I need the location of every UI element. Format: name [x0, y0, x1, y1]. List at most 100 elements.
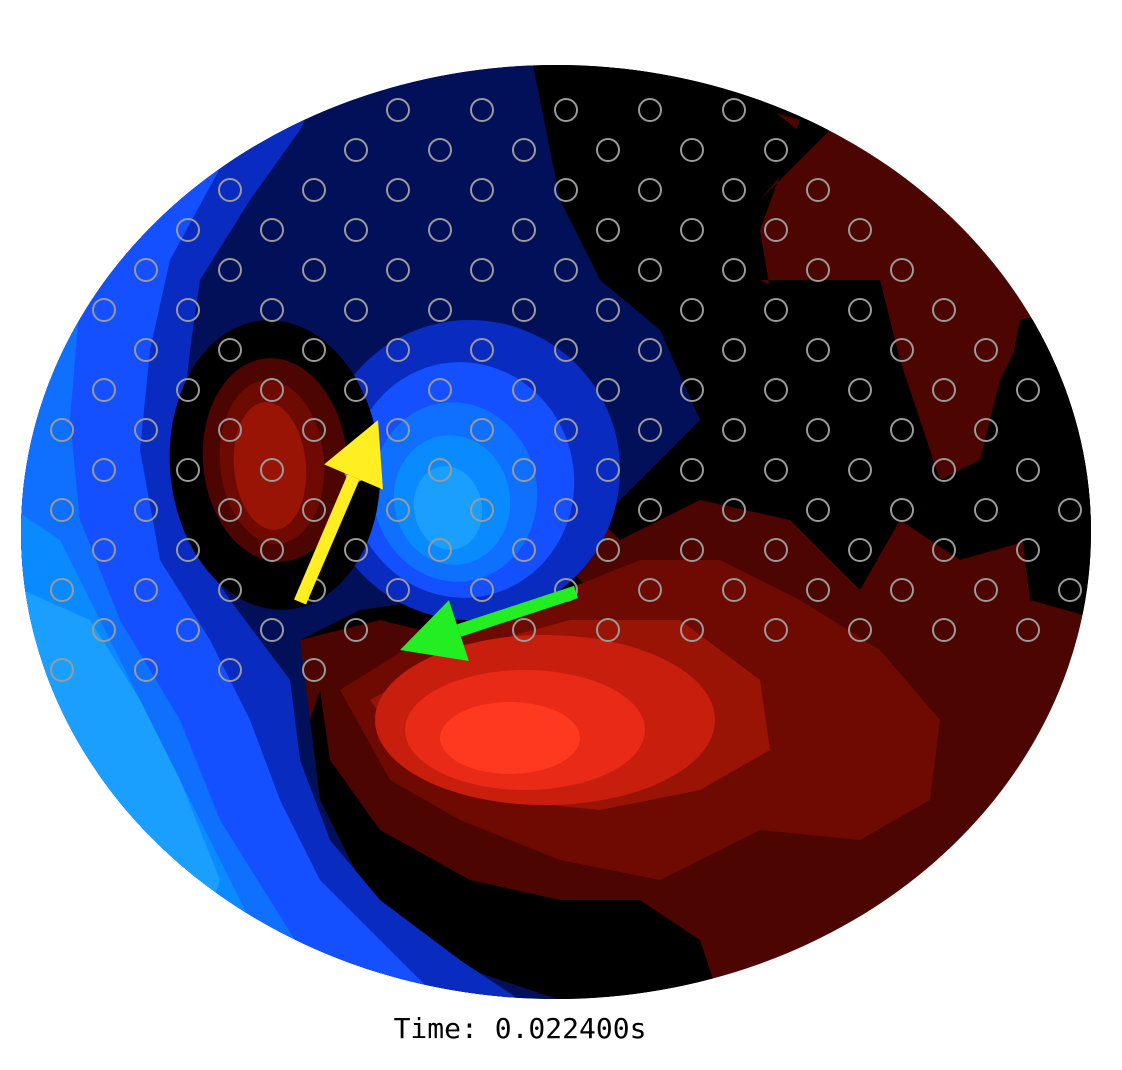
sensor-marker	[722, 338, 746, 362]
sensor-marker	[554, 98, 578, 122]
contour-zero-upper	[520, 65, 1091, 560]
sensor-marker	[428, 538, 452, 562]
sensor-marker	[512, 138, 536, 162]
sensor-marker	[554, 178, 578, 202]
contour-leftpole-pos-3	[233, 402, 307, 530]
sensor-marker	[218, 418, 242, 442]
sensor-marker	[386, 578, 410, 602]
sensor-marker	[806, 258, 830, 282]
sensor-marker	[512, 378, 536, 402]
sensor-marker	[260, 618, 284, 642]
sensor-marker	[974, 338, 998, 362]
sensor-marker	[638, 98, 662, 122]
sensor-marker	[302, 658, 326, 682]
sensor-marker	[512, 458, 536, 482]
sensor-marker	[722, 258, 746, 282]
sensor-marker	[428, 218, 452, 242]
sensor-marker	[638, 258, 662, 282]
sensor-marker	[470, 338, 494, 362]
sensor-marker	[386, 98, 410, 122]
sensor-marker	[260, 378, 284, 402]
sensor-marker	[260, 298, 284, 322]
sensor-marker	[344, 298, 368, 322]
sensor-marker	[848, 458, 872, 482]
sensor-marker	[806, 418, 830, 442]
sensor-marker	[1016, 618, 1040, 642]
sensor-marker	[92, 378, 116, 402]
sensor-marker	[302, 258, 326, 282]
sensor-marker	[218, 498, 242, 522]
sensor-marker	[1016, 458, 1040, 482]
sensor-marker	[428, 458, 452, 482]
sensor-marker	[134, 258, 158, 282]
sensor-marker	[428, 138, 452, 162]
sensor-marker	[344, 138, 368, 162]
sensor-marker	[92, 618, 116, 642]
sensor-marker	[764, 298, 788, 322]
sensor-marker	[302, 418, 326, 442]
sensor-marker	[470, 258, 494, 282]
sensor-marker	[554, 498, 578, 522]
sensor-marker	[50, 498, 74, 522]
sensor-marker	[134, 498, 158, 522]
sensor-marker	[806, 178, 830, 202]
sensor-marker	[806, 578, 830, 602]
sensor-marker	[890, 418, 914, 442]
sensor-marker	[344, 618, 368, 642]
sensor-marker	[344, 538, 368, 562]
sensor-marker	[764, 538, 788, 562]
sensor-marker	[386, 418, 410, 442]
sensor-marker	[974, 578, 998, 602]
sensor-marker	[932, 538, 956, 562]
sensor-marker	[596, 298, 620, 322]
sensor-marker	[218, 578, 242, 602]
sensor-marker	[50, 658, 74, 682]
sensor-marker	[302, 178, 326, 202]
sensor-marker	[386, 178, 410, 202]
sensor-marker	[50, 578, 74, 602]
sensor-layer	[50, 98, 1082, 682]
sensor-marker	[680, 618, 704, 642]
sensor-marker	[890, 338, 914, 362]
sensor-marker	[260, 538, 284, 562]
sensor-marker	[218, 338, 242, 362]
sensor-marker	[890, 498, 914, 522]
sensor-marker	[218, 178, 242, 202]
sensor-marker	[176, 458, 200, 482]
sensor-marker	[974, 418, 998, 442]
sensor-marker	[932, 378, 956, 402]
sensor-marker	[92, 458, 116, 482]
sensor-marker	[92, 298, 116, 322]
sensor-marker	[260, 458, 284, 482]
sensor-marker	[848, 218, 872, 242]
sensor-marker	[974, 498, 998, 522]
sensor-marker	[512, 218, 536, 242]
sensor-marker	[50, 418, 74, 442]
sensor-marker	[596, 618, 620, 642]
sensor-marker	[806, 338, 830, 362]
sensor-marker	[764, 138, 788, 162]
sensor-marker	[764, 378, 788, 402]
sensor-marker	[722, 98, 746, 122]
sensor-marker	[848, 538, 872, 562]
sensor-marker	[680, 378, 704, 402]
sensor-marker	[596, 458, 620, 482]
sensor-marker	[428, 378, 452, 402]
green-arrow	[400, 585, 579, 661]
sensor-marker	[638, 578, 662, 602]
sensor-marker	[512, 538, 536, 562]
sensor-marker	[932, 618, 956, 642]
sensor-marker	[596, 378, 620, 402]
sensor-marker	[680, 538, 704, 562]
sensor-marker	[176, 378, 200, 402]
sensor-marker	[596, 538, 620, 562]
sensor-marker	[134, 418, 158, 442]
sensor-marker	[848, 298, 872, 322]
sensor-marker	[596, 218, 620, 242]
sensor-marker	[176, 298, 200, 322]
sensor-marker	[680, 138, 704, 162]
sensor-marker	[470, 178, 494, 202]
